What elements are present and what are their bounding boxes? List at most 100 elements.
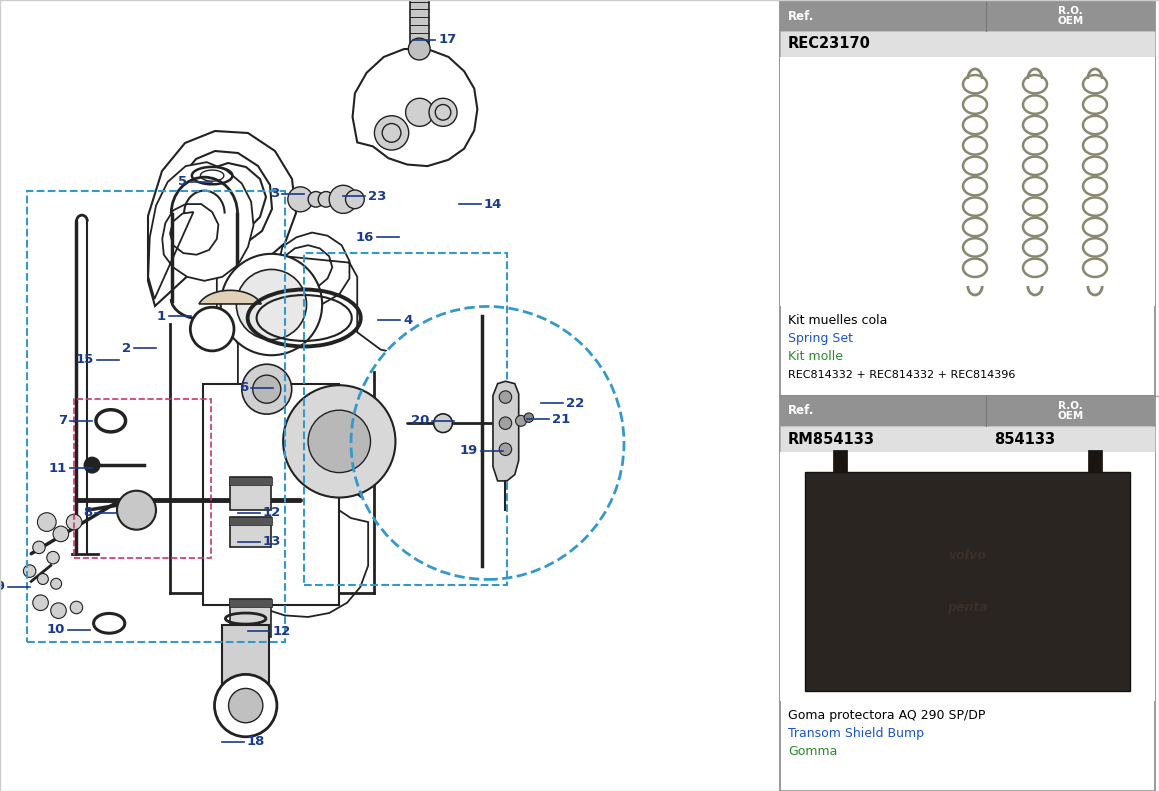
Circle shape [516,415,526,426]
Bar [231,477,271,510]
Text: penta: penta [947,601,987,615]
Text: 9: 9 [0,581,5,593]
Circle shape [283,385,395,498]
Text: Ref.: Ref. [788,404,815,418]
Text: 7: 7 [58,414,67,427]
Circle shape [117,490,156,530]
Bar [231,599,271,637]
Text: REC23170: REC23170 [788,36,870,51]
Polygon shape [493,381,519,481]
Circle shape [37,513,56,532]
Circle shape [236,270,306,339]
Text: Kit molle: Kit molle [788,350,843,363]
Text: 1: 1 [156,310,166,323]
Circle shape [51,603,66,619]
Bar [0,0,780,791]
Text: 8: 8 [82,506,92,519]
Circle shape [46,551,59,564]
Bar [780,396,1156,791]
Text: 10: 10 [46,623,65,636]
Text: 13: 13 [263,536,282,548]
Text: R.O.
OEM: R.O. OEM [1057,6,1084,26]
Bar [806,472,1130,691]
Circle shape [220,254,322,355]
Circle shape [374,115,409,150]
Bar [74,399,211,558]
Bar [833,450,847,472]
Circle shape [406,98,433,127]
Text: 21: 21 [553,413,570,426]
Circle shape [242,364,292,414]
Circle shape [253,375,280,403]
Circle shape [308,411,371,472]
Circle shape [37,573,49,585]
Text: 11: 11 [49,462,67,475]
Text: 19: 19 [460,445,479,457]
Circle shape [32,595,49,611]
Text: Transom Shield Bump: Transom Shield Bump [788,727,924,740]
Circle shape [51,578,61,589]
Text: 14: 14 [483,198,502,210]
Circle shape [500,443,511,456]
Circle shape [228,688,263,723]
Text: 16: 16 [356,231,374,244]
Bar [304,253,506,585]
Bar [223,625,269,700]
Bar [780,1,1156,396]
Bar [228,517,272,525]
Circle shape [308,191,323,207]
Bar [780,426,1156,452]
Circle shape [53,526,68,542]
Text: Ref.: Ref. [788,9,815,22]
Bar [231,517,271,547]
Text: 17: 17 [438,33,457,46]
Circle shape [319,191,334,207]
Circle shape [436,104,451,120]
Text: 12: 12 [274,625,291,638]
Text: 3: 3 [270,187,279,200]
Text: 5: 5 [178,176,187,188]
Circle shape [433,414,452,433]
Circle shape [408,38,430,60]
Bar [409,0,429,49]
Text: 18: 18 [247,736,265,748]
Bar [1088,450,1102,472]
Text: volvo: volvo [948,549,986,562]
Text: 23: 23 [369,190,387,202]
Text: R.O.
OEM: R.O. OEM [1057,401,1084,421]
Circle shape [23,565,36,577]
Text: Kit muelles cola: Kit muelles cola [788,314,888,327]
Text: 15: 15 [75,354,94,366]
Text: 22: 22 [567,397,584,410]
Text: 12: 12 [263,506,282,519]
Circle shape [524,413,533,422]
Polygon shape [217,233,466,617]
Bar [780,396,1156,426]
Polygon shape [148,162,254,299]
Bar [203,384,340,605]
Bar [780,31,1156,57]
Text: 6: 6 [239,381,248,394]
Bar [228,599,272,607]
Circle shape [71,601,82,614]
Circle shape [85,457,100,473]
Circle shape [382,123,401,142]
Circle shape [345,190,364,209]
Bar [780,57,1156,306]
Polygon shape [352,49,478,166]
Bar [780,452,1156,701]
Circle shape [287,187,313,212]
Text: 2: 2 [122,342,131,354]
Text: 20: 20 [410,414,429,427]
Text: Goma protectora AQ 290 SP/DP: Goma protectora AQ 290 SP/DP [788,709,985,722]
Circle shape [429,98,457,127]
Circle shape [66,514,82,530]
Bar [228,477,272,485]
Text: Spring Set: Spring Set [788,332,853,345]
Circle shape [351,306,624,580]
Polygon shape [148,131,296,306]
Text: Gomma: Gomma [788,745,837,758]
Text: 854133: 854133 [994,432,1056,446]
Polygon shape [199,290,261,304]
Text: RM854133: RM854133 [788,432,875,446]
